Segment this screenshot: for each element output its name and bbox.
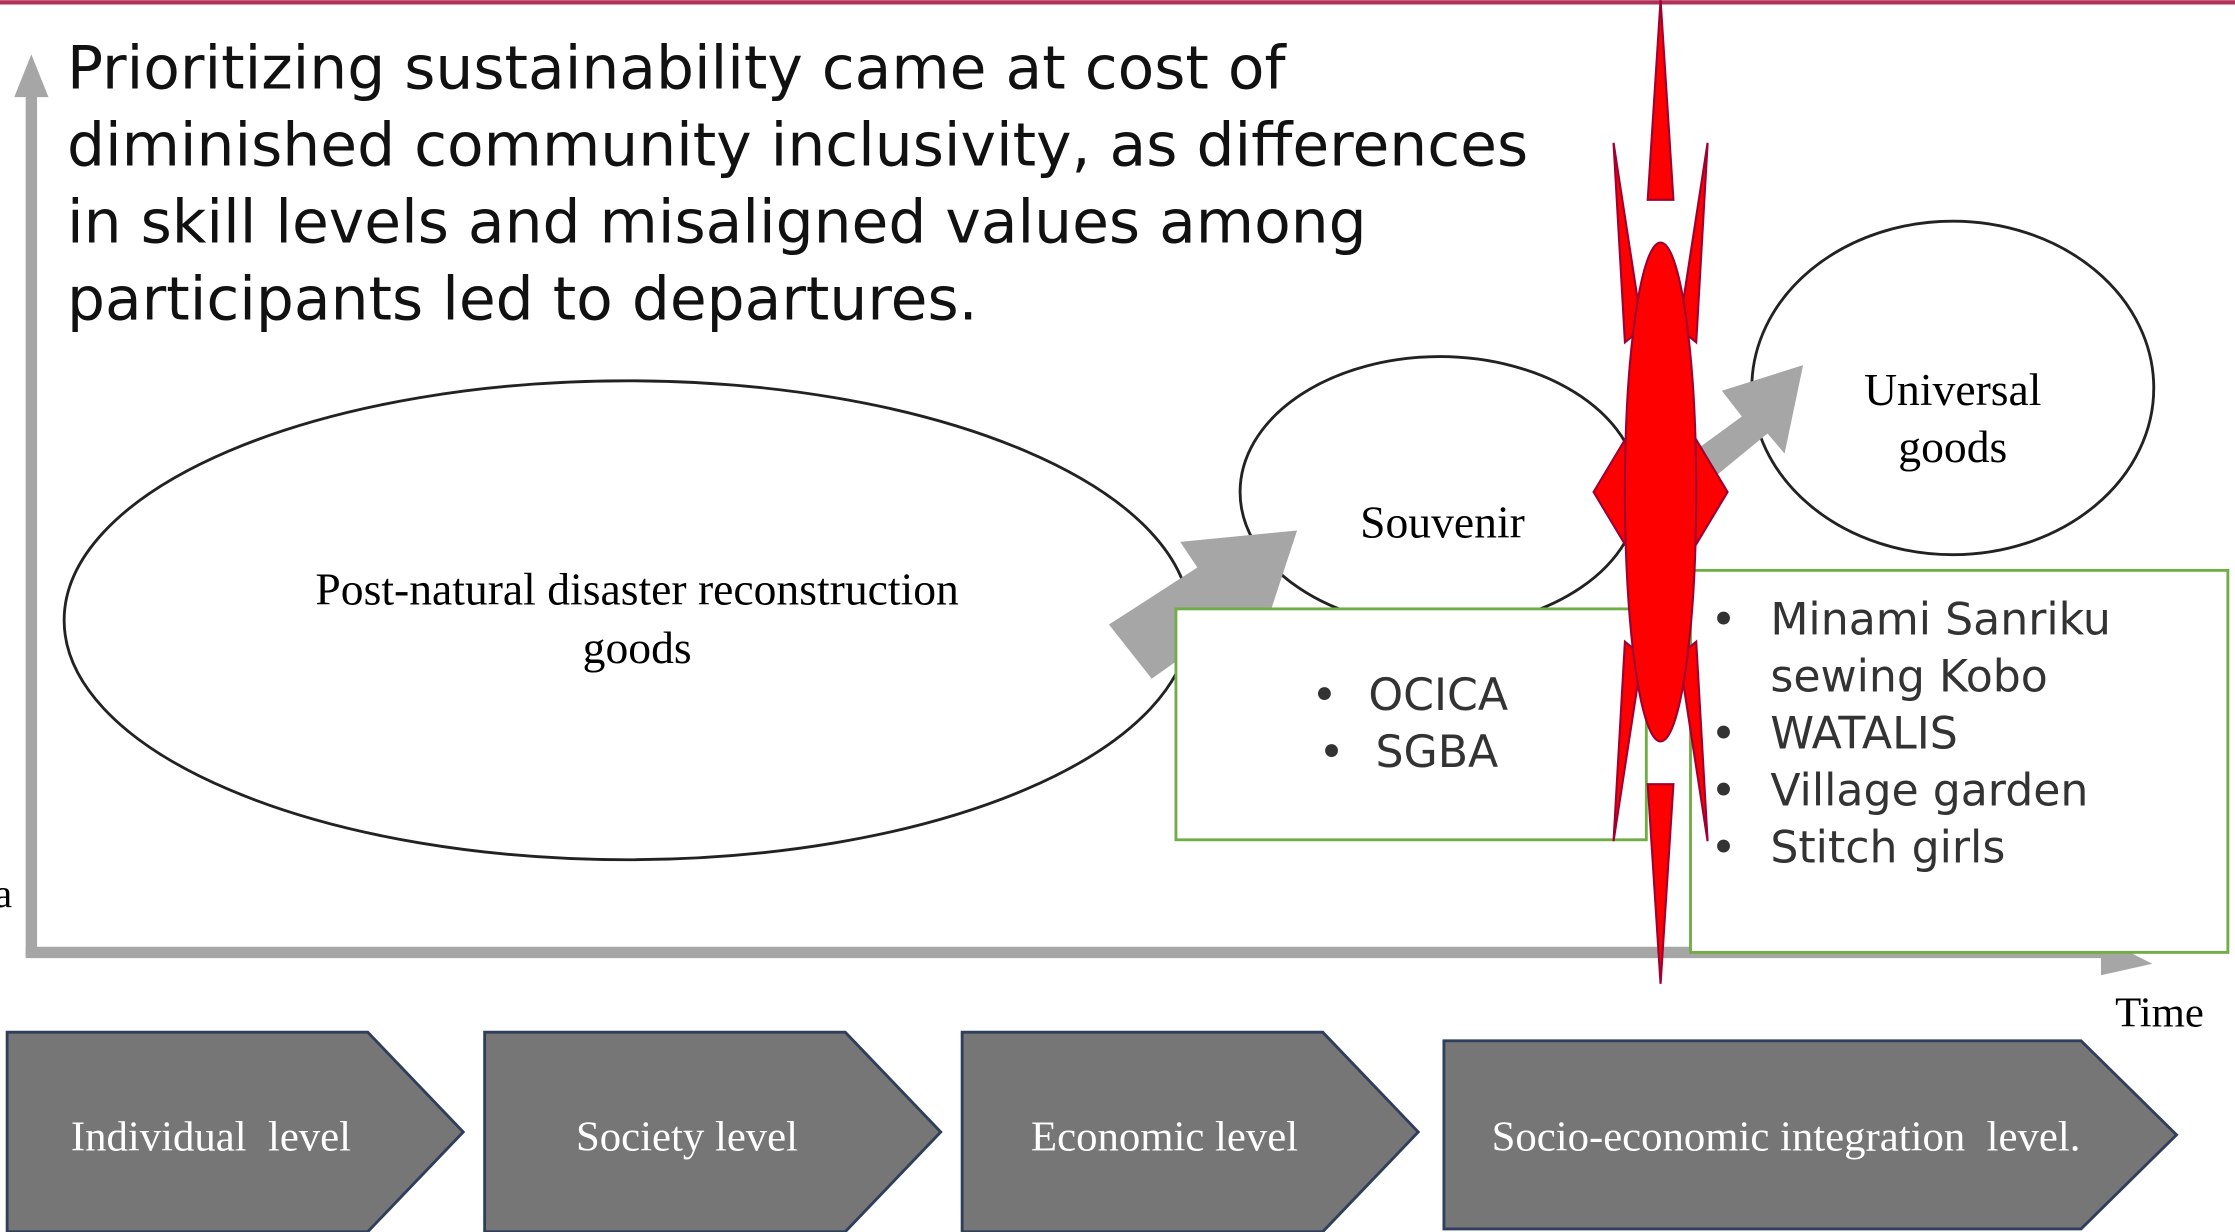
- box-item: OCICA: [1368, 670, 1508, 721]
- level-label: Socio-economic integration level.: [1492, 1114, 2081, 1161]
- bullet: •: [1710, 709, 1736, 760]
- y-axis-fragment: a: [0, 871, 12, 916]
- node-label: Universal: [1864, 364, 2041, 415]
- box-item: Stitch girls: [1770, 823, 2005, 874]
- box-item: SGBA: [1375, 727, 1498, 778]
- break-burst: [1594, 0, 1728, 984]
- node-ellipse: [64, 381, 1190, 860]
- box-item: Village garden: [1770, 766, 2088, 817]
- box-item: sewing Kobo: [1770, 652, 2048, 703]
- burst-spike: [1648, 0, 1674, 200]
- caption-line: in skill levels and misaligned values am…: [67, 188, 1367, 258]
- caption-line: participants led to departures.: [67, 265, 978, 335]
- top-rule: [0, 0, 2235, 4]
- node-ellipse: [1240, 357, 1639, 628]
- page: Time a Prioritizing sustainability came …: [0, 0, 2235, 1232]
- diagram: Time a Prioritizing sustainability came …: [0, 0, 2235, 1232]
- y-axis-arrow: [14, 54, 48, 97]
- level-label: Individual level: [71, 1114, 351, 1161]
- bullet: •: [1710, 766, 1736, 817]
- bullet: •: [1710, 823, 1736, 874]
- node-label: goods: [1898, 421, 2007, 472]
- example-box: [1176, 609, 1646, 840]
- node-label: Souvenir: [1360, 497, 1525, 548]
- level-label: Economic level: [1031, 1114, 1298, 1161]
- level-label: Society level: [576, 1114, 798, 1161]
- bullet: •: [1710, 595, 1736, 646]
- caption: Prioritizing sustainability came at cost…: [67, 34, 1528, 335]
- bullet: •: [1311, 670, 1337, 721]
- box-item: WATALIS: [1770, 709, 1958, 760]
- burst-core: [1625, 243, 1696, 742]
- bullet: •: [1318, 727, 1344, 778]
- box-item: Minami Sanriku: [1770, 595, 2111, 646]
- caption-line: Prioritizing sustainability came at cost…: [67, 34, 1288, 104]
- node-label: goods: [583, 622, 692, 673]
- x-axis-label: Time: [2115, 990, 2204, 1037]
- caption-line: diminished community inclusivity, as dif…: [67, 111, 1528, 181]
- node-label: Post-natural disaster reconstruction: [315, 564, 959, 615]
